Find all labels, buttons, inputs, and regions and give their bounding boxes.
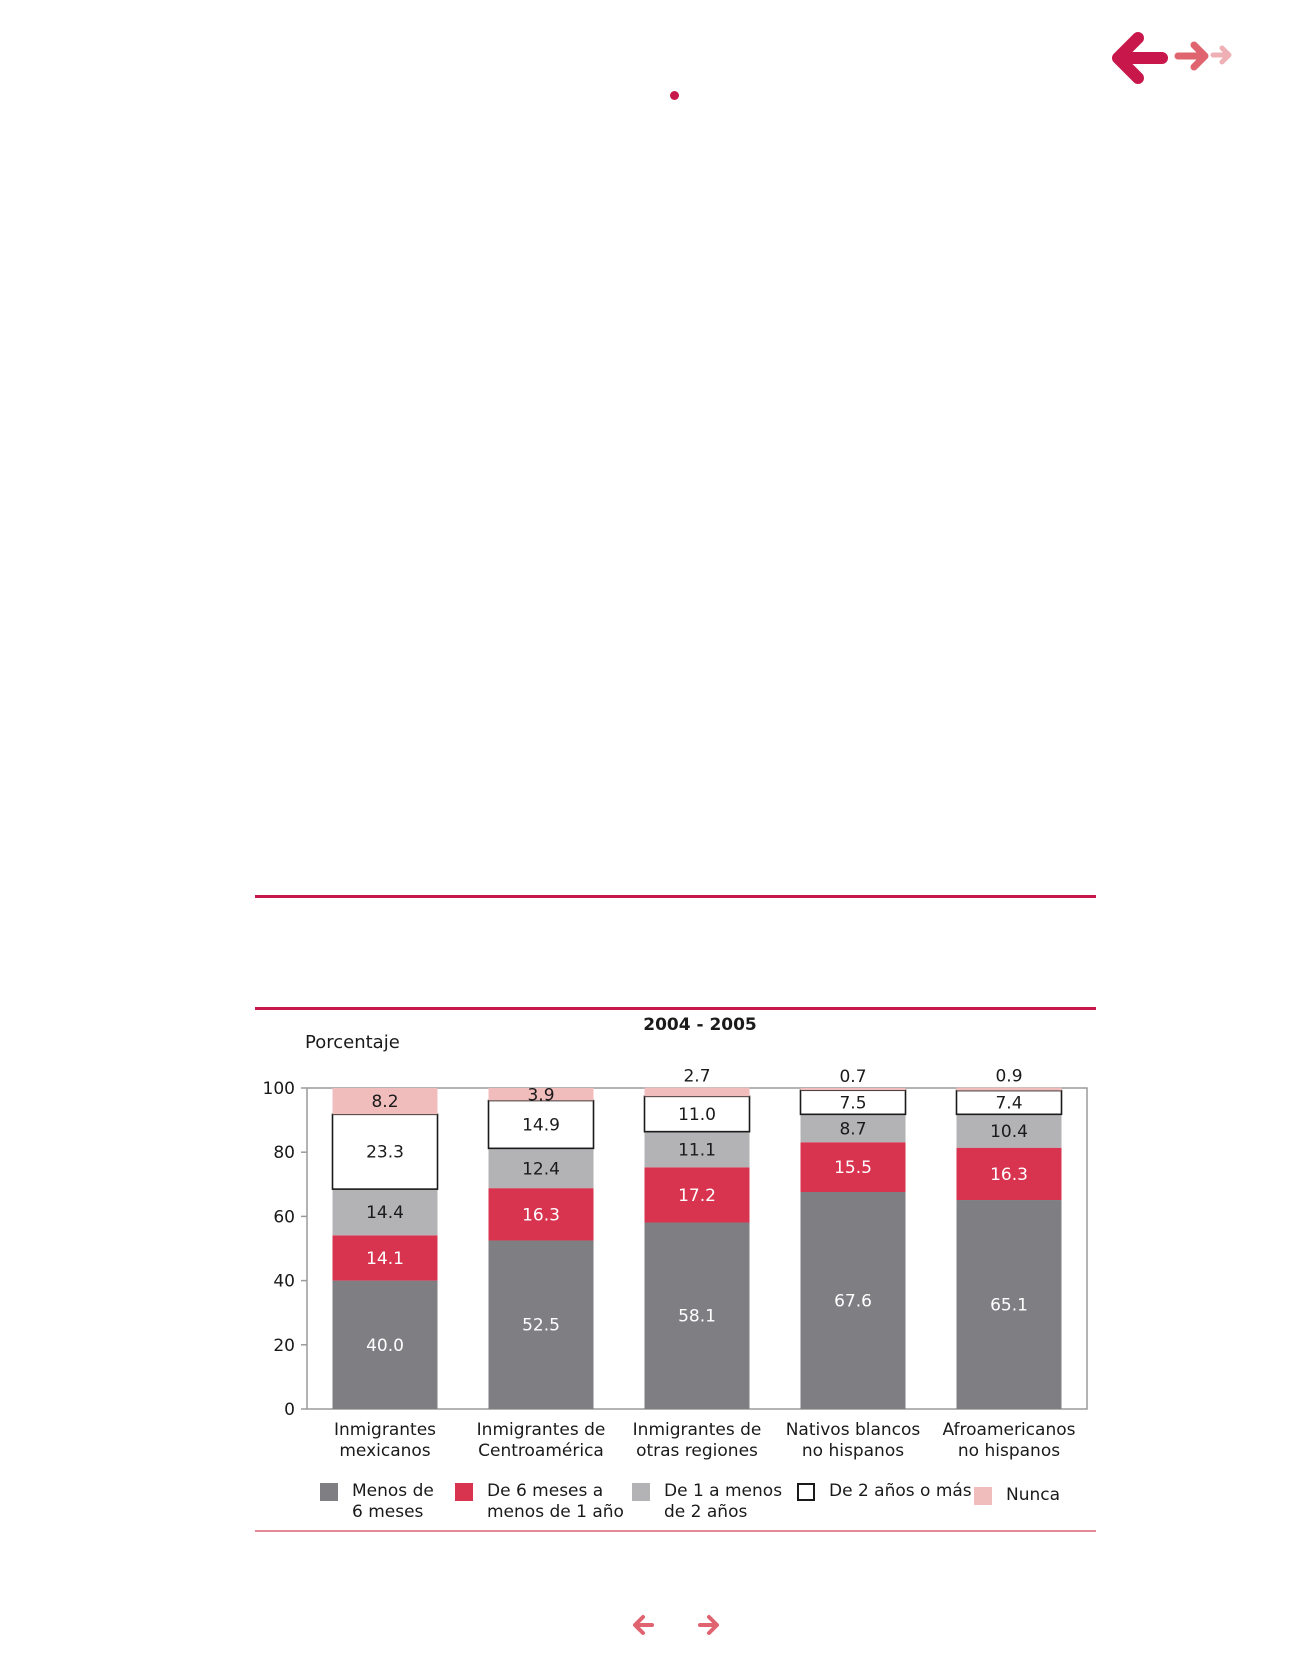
stacked-bar-chart: 0 20 40 60 80 100 40.0 14.1 14.4 23.3 8.2 Inmigrant… [263, 1067, 1088, 1461]
bar-segment [956, 1147, 1062, 1201]
divider-chart-bottom [255, 1530, 1096, 1532]
divider-top [255, 895, 1096, 898]
data-label: 7.5 [839, 1093, 866, 1113]
bar-segment [800, 1142, 906, 1193]
data-label: 11.0 [678, 1105, 716, 1125]
y-tick-label: 0 [284, 1400, 295, 1420]
data-label: 17.2 [678, 1186, 716, 1206]
forward-arrow-icon[interactable] [1174, 41, 1209, 71]
next-page-arrow-icon[interactable] [698, 1615, 719, 1635]
legend-label: De 1 a menos de 2 años [664, 1481, 783, 1522]
bar-segment [488, 1188, 594, 1241]
legend-label: Menos de 6 meses [352, 1481, 434, 1522]
data-label: 67.6 [834, 1292, 872, 1312]
bar-segment [955, 1089, 1063, 1116]
bar-segment [800, 1114, 906, 1143]
bar-segment [332, 1088, 438, 1115]
legend-item: De 1 a menos de 2 años [632, 1481, 782, 1523]
y-tick-label: 20 [273, 1336, 295, 1356]
legend-label: De 6 meses a menos de 1 año [487, 1481, 624, 1522]
y-tick-label: 60 [273, 1207, 295, 1227]
data-label: 3.9 [527, 1085, 554, 1105]
bar-segment [644, 1222, 750, 1409]
bullet-dot [670, 91, 679, 100]
legend-swatch [974, 1487, 992, 1505]
legend-item: Nunca [974, 1485, 1060, 1506]
category-label: Nativos blancos no hispanos [786, 1420, 921, 1461]
data-label: 14.9 [522, 1115, 560, 1135]
data-label: 16.3 [990, 1165, 1028, 1185]
data-label: 40.0 [366, 1336, 404, 1356]
legend-item: De 6 meses a menos de 1 año [455, 1481, 624, 1523]
data-label: 52.5 [522, 1316, 560, 1336]
legend-swatch [632, 1483, 650, 1501]
bar-segment [800, 1088, 906, 1091]
top-navigation [1112, 32, 1232, 84]
legend-item: De 2 años o más [797, 1481, 972, 1502]
data-label: 11.1 [678, 1140, 716, 1160]
y-axis-label: Porcentaje [305, 1032, 400, 1053]
data-label: 14.4 [366, 1203, 404, 1223]
legend-swatch [320, 1483, 338, 1501]
legend-label: De 2 años o más [829, 1481, 972, 1501]
data-label: 16.3 [522, 1205, 560, 1225]
legend-label: Nunca [1006, 1485, 1061, 1505]
data-label: 7.4 [995, 1093, 1022, 1113]
data-label: 23.3 [366, 1143, 404, 1163]
bar-segment [956, 1200, 1062, 1409]
divider-chart-top [255, 1007, 1096, 1010]
previous-page-arrow-icon[interactable] [633, 1615, 654, 1635]
data-label: 10.4 [990, 1122, 1028, 1142]
back-arrow-icon[interactable] [1112, 32, 1168, 84]
bottom-navigation [633, 1615, 719, 1635]
bar-segment [956, 1114, 1062, 1148]
data-label: 8.7 [839, 1119, 866, 1139]
category-label: Inmigrantes de Centroamérica [477, 1420, 606, 1461]
bar-segment [332, 1235, 438, 1281]
bar-segment [487, 1099, 595, 1150]
bar-segment [644, 1087, 750, 1097]
bar-segment [331, 1113, 439, 1190]
bar-segment [644, 1131, 750, 1168]
legend-swatch [455, 1483, 473, 1501]
bar-segment [643, 1095, 751, 1133]
data-label: 0.7 [839, 1067, 866, 1087]
data-label: 0.9 [995, 1067, 1022, 1087]
category-label: Afroamericanos no hispanos [943, 1420, 1076, 1461]
chart-title: 2004 - 2005 [643, 1015, 757, 1035]
y-tick-label: 80 [273, 1143, 295, 1163]
legend-swatch [797, 1483, 815, 1501]
y-tick-label: 100 [263, 1079, 295, 1099]
bar-segment [488, 1240, 594, 1409]
data-label: 2.7 [683, 1067, 710, 1087]
category-label: Inmigrantes de otras regiones [633, 1420, 762, 1461]
legend-item: Menos de 6 meses [320, 1481, 434, 1523]
data-label: 8.2 [371, 1092, 398, 1112]
bar-segment [488, 1088, 594, 1101]
bar-segment [644, 1167, 750, 1223]
data-label: 58.1 [678, 1307, 716, 1327]
bar-segment [332, 1280, 438, 1409]
bar-segment [488, 1148, 594, 1189]
bar-segment [332, 1189, 438, 1236]
bar-segment [956, 1087, 1062, 1091]
forward-arrow-small-icon[interactable] [1210, 45, 1232, 65]
data-label: 14.1 [366, 1249, 404, 1269]
bar-segment [800, 1192, 906, 1409]
data-label: 12.4 [522, 1159, 560, 1179]
data-label: 15.5 [834, 1158, 872, 1178]
y-tick-label: 40 [273, 1272, 295, 1292]
data-label: 65.1 [990, 1296, 1028, 1316]
category-label: Inmigrantes mexicanos [334, 1420, 436, 1461]
